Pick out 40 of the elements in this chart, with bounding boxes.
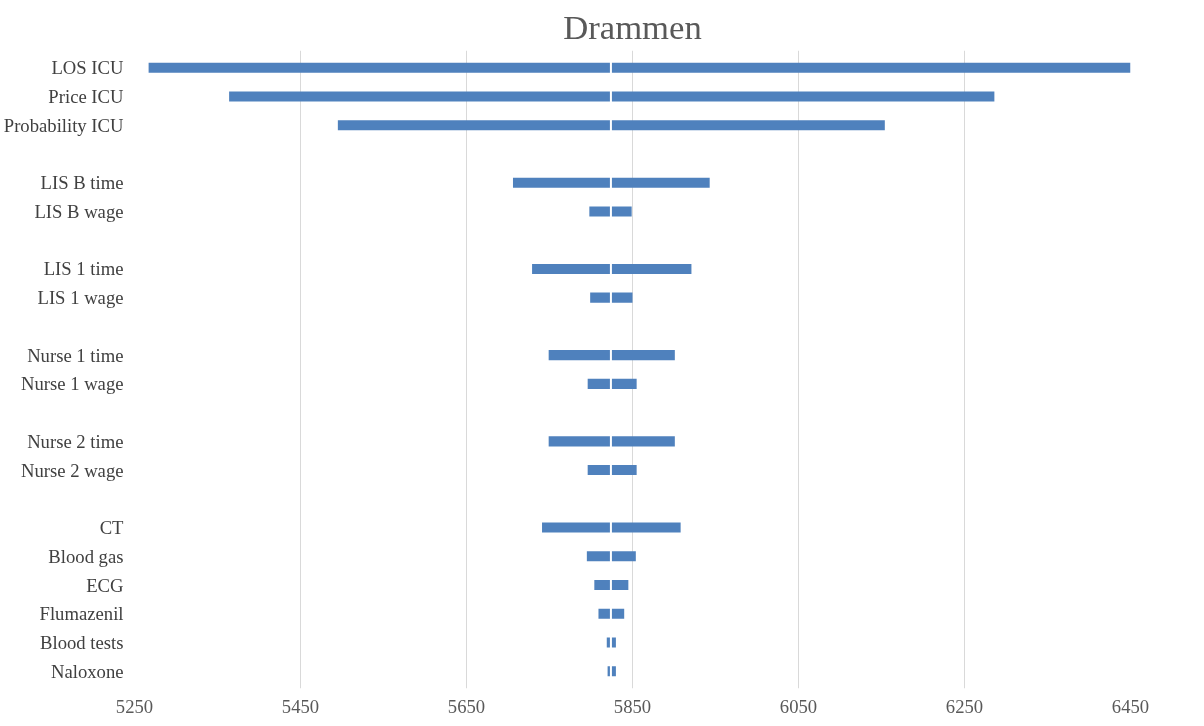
bar bbox=[589, 206, 632, 217]
y-tick-label: Price ICU bbox=[48, 85, 125, 107]
bar bbox=[587, 378, 637, 389]
bar bbox=[532, 263, 692, 274]
y-tick-label: LIS 1 time bbox=[43, 258, 124, 280]
x-tick-label: 6250 bbox=[945, 695, 984, 717]
y-tick-label: Nurse 2 time bbox=[27, 430, 124, 452]
bar bbox=[598, 608, 625, 619]
y-tick-label: CT bbox=[99, 517, 125, 539]
bar bbox=[148, 62, 1131, 73]
y-tick-label: Probability ICU bbox=[3, 114, 125, 136]
y-tick-label: LIS B wage bbox=[34, 200, 124, 222]
y-tick-label: Nurse 2 wage bbox=[20, 459, 124, 481]
y-tick-label: Nurse 1 wage bbox=[20, 373, 124, 395]
y-tick-label: Flumazenil bbox=[39, 603, 124, 625]
x-tick-label: 6450 bbox=[1111, 695, 1150, 717]
bar bbox=[548, 436, 675, 447]
x-tick-label: 6050 bbox=[779, 695, 818, 717]
y-tick-label: ECG bbox=[86, 574, 124, 596]
y-tick-label: LIS B time bbox=[40, 172, 124, 194]
x-tick-label: 5650 bbox=[447, 695, 486, 717]
bar bbox=[587, 465, 637, 476]
y-tick-label: LOS ICU bbox=[51, 57, 125, 79]
bar bbox=[590, 292, 633, 303]
x-tick-label: 5250 bbox=[115, 695, 154, 717]
y-tick-label: Nurse 1 time bbox=[27, 344, 124, 366]
bar bbox=[586, 551, 636, 562]
y-tick-label: Naloxone bbox=[50, 660, 124, 682]
bar bbox=[542, 522, 681, 533]
bar bbox=[548, 350, 675, 361]
y-tick-label: LIS 1 wage bbox=[37, 287, 124, 309]
y-tick-label: Blood tests bbox=[40, 632, 124, 654]
bar bbox=[229, 91, 995, 102]
bar bbox=[512, 177, 710, 188]
x-tick-label: 5450 bbox=[281, 695, 320, 717]
y-tick-label: Blood gas bbox=[48, 545, 124, 567]
bar bbox=[337, 120, 885, 131]
chart-title: Drammen bbox=[563, 7, 702, 46]
bar bbox=[594, 580, 629, 591]
x-tick-label: 5850 bbox=[613, 695, 652, 717]
